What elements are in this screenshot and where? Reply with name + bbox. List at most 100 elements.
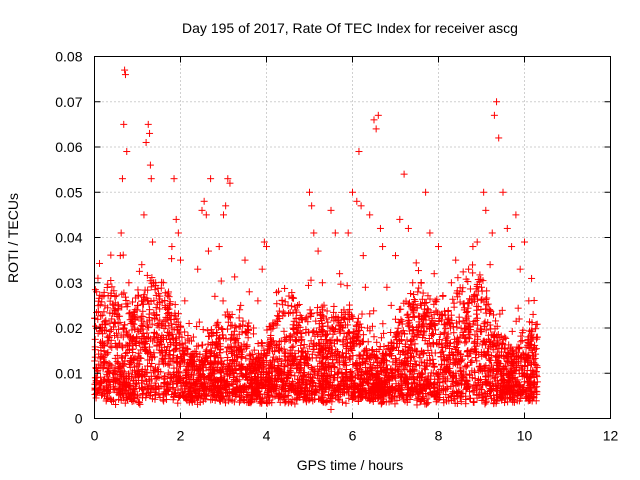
data-point xyxy=(448,378,456,386)
data-point xyxy=(493,98,501,106)
data-point xyxy=(473,327,481,335)
data-point xyxy=(235,314,243,322)
data-point xyxy=(107,277,115,285)
data-point xyxy=(125,279,133,287)
data-point xyxy=(142,138,150,146)
data-point xyxy=(476,271,484,279)
data-point xyxy=(387,365,395,373)
data-point xyxy=(144,120,152,128)
data-point xyxy=(181,339,189,347)
y-tick-label: 0.03 xyxy=(55,275,82,291)
data-point xyxy=(450,303,458,311)
x-tick-label: 12 xyxy=(603,428,619,444)
data-point xyxy=(91,335,99,343)
data-point xyxy=(358,310,366,318)
data-point xyxy=(146,306,154,314)
data-point xyxy=(370,307,378,315)
data-point xyxy=(134,286,142,294)
data-point xyxy=(230,327,238,335)
data-point xyxy=(318,279,326,287)
data-point xyxy=(174,399,182,407)
data-point xyxy=(94,274,102,282)
y-tick-label: 0.04 xyxy=(55,230,82,246)
data-point xyxy=(121,71,129,79)
data-point xyxy=(171,301,179,309)
data-point xyxy=(299,348,307,356)
data-point xyxy=(376,224,384,232)
data-point xyxy=(472,354,480,362)
data-point xyxy=(122,296,130,304)
data-point xyxy=(257,339,265,347)
data-point xyxy=(413,401,421,409)
data-point xyxy=(112,400,120,408)
data-point xyxy=(95,294,103,302)
data-point xyxy=(277,337,285,345)
data-point xyxy=(508,243,516,251)
chart-title: Day 195 of 2017, Rate Of TEC Index for r… xyxy=(182,20,518,36)
data-point xyxy=(323,315,331,323)
data-point xyxy=(483,287,491,295)
data-point xyxy=(307,276,315,284)
data-point xyxy=(222,202,230,210)
grid-lines xyxy=(94,56,611,419)
data-point xyxy=(148,320,156,328)
data-point xyxy=(323,307,331,315)
data-point xyxy=(452,256,460,264)
data-point xyxy=(278,297,286,305)
data-point xyxy=(121,66,129,74)
data-point xyxy=(341,315,349,323)
data-point xyxy=(505,341,513,349)
data-point xyxy=(193,342,201,350)
x-tick-labels: 0 2 4 6 8 10 12 xyxy=(91,428,619,444)
data-point xyxy=(327,405,335,413)
data-point xyxy=(492,317,500,325)
data-point xyxy=(91,346,99,354)
data-point xyxy=(407,290,415,298)
data-point xyxy=(170,175,178,183)
data-point xyxy=(516,265,524,273)
x-tick-label: 2 xyxy=(177,428,185,444)
data-point xyxy=(431,326,439,334)
data-point xyxy=(172,215,180,223)
data-point xyxy=(204,327,212,335)
data-point xyxy=(199,326,207,334)
y-tick-labels: 0 0.01 0.02 0.03 0.04 0.05 0.06 0.07 0.08 xyxy=(55,49,82,427)
data-point xyxy=(447,279,455,287)
data-point xyxy=(163,335,171,343)
data-point xyxy=(145,323,153,331)
data-point xyxy=(211,292,219,300)
data-point xyxy=(339,360,347,368)
data-point xyxy=(118,175,126,183)
data-point xyxy=(349,314,357,322)
data-point xyxy=(276,398,284,406)
data-point xyxy=(118,353,126,361)
data-point xyxy=(273,300,281,308)
data-point xyxy=(165,305,173,313)
data-point xyxy=(108,283,116,291)
data-point xyxy=(148,359,156,367)
data-point xyxy=(462,363,470,371)
data-point xyxy=(387,301,395,309)
data-point xyxy=(373,338,381,346)
data-point xyxy=(525,297,533,305)
x-tick-label: 0 xyxy=(91,428,99,444)
data-point xyxy=(508,327,516,335)
data-point xyxy=(383,283,391,291)
data-point xyxy=(397,305,405,313)
data-point xyxy=(111,293,119,301)
data-point xyxy=(435,243,442,251)
data-point xyxy=(320,301,328,309)
data-point xyxy=(312,317,320,325)
data-point xyxy=(528,274,536,282)
data-point xyxy=(177,256,184,264)
data-point xyxy=(353,197,361,205)
data-point xyxy=(280,362,288,370)
data-point xyxy=(380,329,388,337)
data-point xyxy=(480,188,488,196)
data-point xyxy=(143,271,151,279)
data-points xyxy=(91,66,541,413)
data-point xyxy=(392,252,399,260)
data-point xyxy=(123,148,131,156)
data-point xyxy=(520,378,528,386)
data-point xyxy=(217,277,225,285)
